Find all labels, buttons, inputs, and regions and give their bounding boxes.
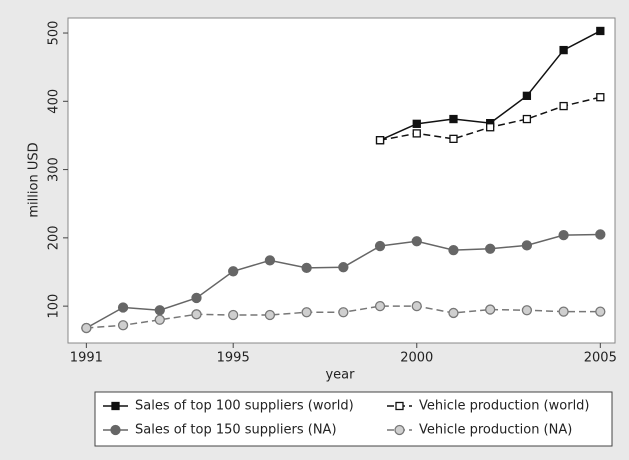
legend-label: Sales of top 150 suppliers (NA) <box>135 423 337 438</box>
data-point <box>228 309 239 321</box>
data-point <box>154 314 165 325</box>
data-point <box>521 240 533 251</box>
y-tick-label: 500 <box>47 21 62 46</box>
data-point <box>596 93 605 102</box>
legend-label: Vehicle production (world) <box>419 399 590 414</box>
data-point <box>228 266 239 277</box>
data-point <box>521 305 533 316</box>
legend-label: Vehicle production (NA) <box>419 423 572 438</box>
data-point <box>411 300 422 312</box>
data-point <box>448 244 459 256</box>
data-point <box>191 292 202 304</box>
data-point <box>558 306 569 317</box>
plot-area <box>67 17 616 344</box>
data-point <box>412 119 421 128</box>
x-axis-label: year <box>325 368 355 383</box>
legend-label: Sales of top 100 suppliers (world) <box>135 399 354 414</box>
data-point <box>522 91 532 100</box>
y-tick-label: 300 <box>47 157 62 182</box>
data-point <box>522 114 532 124</box>
x-tick-label: 1995 <box>217 351 250 366</box>
y-tick-label: 400 <box>47 89 62 114</box>
data-point <box>117 320 129 331</box>
legend-marker <box>111 401 120 411</box>
data-point <box>449 134 458 144</box>
data-point <box>301 262 312 274</box>
data-point <box>338 307 349 318</box>
data-point <box>154 305 165 316</box>
data-point <box>559 45 568 55</box>
x-tick-label: 2005 <box>584 351 617 366</box>
data-point <box>374 300 386 312</box>
legend <box>94 391 613 447</box>
legend-marker <box>394 424 405 436</box>
data-point <box>264 309 276 321</box>
y-axis-label: million USD <box>27 142 42 217</box>
y-tick-label: 200 <box>47 225 62 250</box>
legend-marker <box>110 424 121 436</box>
data-point <box>559 101 568 111</box>
x-tick-label: 2000 <box>400 351 433 366</box>
data-point <box>338 262 349 273</box>
data-point <box>412 129 421 138</box>
data-point <box>595 306 606 317</box>
data-point <box>596 26 605 36</box>
data-point <box>264 255 276 266</box>
data-point <box>375 136 385 145</box>
data-point <box>191 309 202 320</box>
data-point <box>558 229 569 241</box>
data-point <box>485 243 496 254</box>
x-tick-label: 1991 <box>70 351 103 366</box>
data-point <box>81 322 92 334</box>
data-point <box>449 114 458 124</box>
data-point <box>374 240 386 252</box>
data-point <box>486 123 495 132</box>
data-point <box>117 302 129 313</box>
data-point <box>448 307 459 319</box>
y-tick-label: 100 <box>47 294 62 319</box>
legend-marker <box>395 401 404 411</box>
data-point <box>485 304 496 315</box>
data-point <box>301 307 312 318</box>
data-point <box>595 229 606 240</box>
data-point <box>411 236 422 247</box>
